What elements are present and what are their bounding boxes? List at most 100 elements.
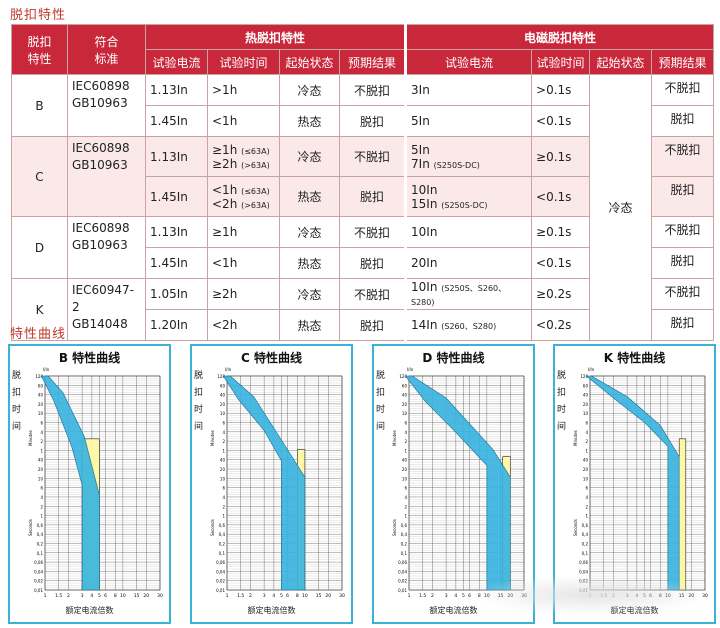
x-tick-label: 20 xyxy=(143,593,149,599)
thermal-state: 冷态 xyxy=(279,278,340,310)
header-m-state: 起始状态 xyxy=(589,49,653,75)
header-t-result: 预期结果 xyxy=(338,49,407,75)
axis-tag: I/In xyxy=(43,367,50,372)
thermal-result: 脱扣 xyxy=(338,105,407,137)
y-tick-label: 0,2 xyxy=(401,541,408,546)
thermal-state: 冷态 xyxy=(279,136,340,177)
axis-unit-label: Minutes xyxy=(573,430,578,446)
x-tick-label: 5 xyxy=(280,593,283,599)
table-row: K IEC60947-2 GB14048 1.05In ≥2h 冷态 不脱扣 10In (S2… xyxy=(11,278,715,341)
y-tick-label: 40 xyxy=(220,393,226,398)
thermal-state: 热态 xyxy=(279,176,340,217)
chart-plot: 12060402010642140201064210,60,40,20,10,0… xyxy=(210,367,345,599)
y-tick-label: 4 xyxy=(40,430,43,435)
x-tick-label: 4 xyxy=(454,593,457,599)
thermal-time: <1h xyxy=(207,105,280,137)
y-tick-label: 20 xyxy=(583,402,589,407)
y-tick-label: 60 xyxy=(38,383,44,388)
x-tick-label: 15 xyxy=(316,593,322,599)
table-row: 1.20In <2h 热态 脱扣 14In (S260、S280) <0.2s 脱扣 xyxy=(12,309,715,341)
x-tick-label: 1.5 xyxy=(419,593,426,599)
chart-c: C 特性曲线 120 60 40 20 10 6 4 2 1 40 20 10 6 4 2 1 0,6 0,4 0,2… xyxy=(190,344,353,624)
y-tick-label: 0,06 xyxy=(398,560,407,565)
thermal-result: 脱扣 xyxy=(338,176,407,217)
header-t-time: 试验时间 xyxy=(207,49,280,75)
y-tick-label: 60 xyxy=(583,383,589,388)
thermal-result: 脱扣 xyxy=(338,247,407,279)
y-tick-label: 120 xyxy=(217,374,225,379)
magnetic-state: 冷态 xyxy=(589,74,653,341)
y-tick-label: 6 xyxy=(404,486,407,491)
y-tick-label: 2 xyxy=(585,439,588,444)
y-tick-label: 0,1 xyxy=(582,551,589,556)
x-tick-label: 20 xyxy=(325,593,331,599)
chart-title: K 特性曲线 xyxy=(603,351,666,365)
x-tick-label: 5 xyxy=(98,593,101,599)
standard-cell: IEC60898 GB10963 xyxy=(67,216,146,279)
table-row: 1.45In <1h (≤63A) <2h (>63A) 热态 脱扣 10In 15In (… xyxy=(12,176,715,217)
x-tick-label: 3 xyxy=(81,593,84,599)
y-tick-label: 4 xyxy=(40,495,43,500)
trip-characteristics-title: 脱扣特性 xyxy=(10,8,67,23)
trip-type: B xyxy=(11,74,68,137)
axis-unit-label: Minutes xyxy=(28,430,33,446)
thermal-state: 热态 xyxy=(279,247,340,279)
chart-plot: 12060402010642140201064210,60,40,20,10,0… xyxy=(28,367,163,599)
x-tick-label: 1 xyxy=(44,593,47,599)
x-tick-label: 8 xyxy=(114,593,117,599)
y-tick-label: 4 xyxy=(404,495,407,500)
header-m-time: 试验时间 xyxy=(531,49,591,75)
x-tick-label: 1.5 xyxy=(55,593,62,599)
x-tick-label: 15 xyxy=(134,593,140,599)
magnetic-current: 10In xyxy=(404,216,533,248)
magnetic-result: 脱扣 xyxy=(651,176,715,217)
thermal-result: 脱扣 xyxy=(338,309,407,341)
x-tick-label: 30 xyxy=(157,593,163,599)
magnetic-result: 脱扣 xyxy=(651,247,715,279)
y-tick-label: 120 xyxy=(35,374,43,379)
thermal-state: 冷态 xyxy=(279,216,340,248)
y-tick-label: 0,6 xyxy=(401,523,408,528)
x-tick-label: 6 xyxy=(468,593,471,599)
y-tick-label: 40 xyxy=(583,393,589,398)
y-tick-label: 20 xyxy=(402,467,408,472)
trip-characteristics-table: 脱扣 特性 符合 标准 热脱扣特性 电磁脱扣特性 试验电流 试验时间 起始状态 … xyxy=(11,24,715,341)
trip-type: C xyxy=(11,136,68,217)
y-tick-label: 1 xyxy=(404,448,407,453)
y-tick-label: 0,02 xyxy=(34,579,43,584)
y-tick-label: 0,1 xyxy=(219,551,226,556)
y-tick-label: 4 xyxy=(404,430,407,435)
y-tick-label: 10 xyxy=(220,411,226,416)
x-axis-label: 额定电流倍数 xyxy=(429,606,478,615)
x-tick-label: 6 xyxy=(104,593,107,599)
y-tick-label: 0,06 xyxy=(34,560,43,565)
y-tick-label: 20 xyxy=(402,402,408,407)
header-thermal: 热脱扣特性 xyxy=(144,24,407,50)
y-tick-label: 0,06 xyxy=(216,560,225,565)
y-tick-label: 4 xyxy=(222,430,225,435)
x-axis-label: 额定电流倍数 xyxy=(65,606,114,615)
y-tick-label: 40 xyxy=(583,458,589,463)
y-tick-label: 0,4 xyxy=(37,532,44,537)
magnetic-current: 10In (S250S、S260、S280) xyxy=(404,278,533,310)
x-tick-label: 4 xyxy=(272,593,275,599)
y-tick-label: 20 xyxy=(38,467,44,472)
y-tick-label: 10 xyxy=(402,411,408,416)
magnetic-current: 10In 15In (S250S-DC) xyxy=(404,176,533,217)
blur-overlay xyxy=(470,575,710,615)
y-tick-label: 20 xyxy=(220,467,226,472)
thermal-result: 不脱扣 xyxy=(338,136,407,177)
axis-unit-label: Seconds xyxy=(210,519,215,536)
x-tick-label: 4 xyxy=(90,593,93,599)
y-tick-label: 0,6 xyxy=(219,523,226,528)
y-tick-label: 4 xyxy=(222,495,225,500)
magnetic-time: <0.1s xyxy=(531,176,591,217)
y-tick-label: 120 xyxy=(399,374,407,379)
y-tick-label: 6 xyxy=(40,421,43,426)
x-tick-label: 2 xyxy=(67,593,70,599)
table-row: C IEC60898 GB10963 1.13In ≥1h (≤63A) ≥2h (>63… xyxy=(11,136,715,217)
thermal-current: 1.45In xyxy=(145,105,208,137)
y-tick-label: 0,6 xyxy=(37,523,44,528)
y-tick-label: 6 xyxy=(222,421,225,426)
y-tick-label: 1 xyxy=(404,514,407,519)
